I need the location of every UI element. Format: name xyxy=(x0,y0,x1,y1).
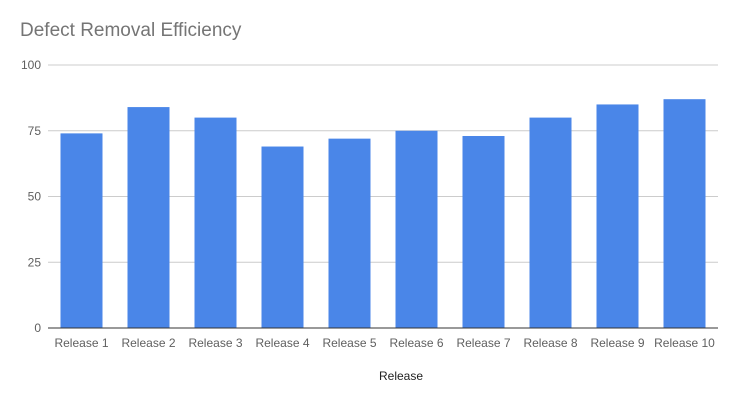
bar-5 xyxy=(328,138,371,328)
x-tick-label: Release 5 xyxy=(322,336,376,350)
bar-10 xyxy=(663,99,706,328)
x-tick-labels: Release 1 Release 2 Release 3 Release 4 Rele… xyxy=(54,336,715,350)
x-tick-label: Release 7 xyxy=(456,336,510,350)
y-tick-labels: 0 25 50 75 100 xyxy=(21,58,41,335)
x-tick-label: Release 2 xyxy=(121,336,175,350)
chart-title: Defect Removal Efficiency xyxy=(20,20,242,41)
x-tick-label: Release 8 xyxy=(523,336,577,350)
y-tick-label: 75 xyxy=(28,124,42,138)
bar-8 xyxy=(529,117,572,328)
bar-6 xyxy=(395,130,438,328)
y-tick-label: 0 xyxy=(34,321,41,335)
x-tick-label: Release 9 xyxy=(590,336,644,350)
y-tick-label: 50 xyxy=(28,190,42,204)
bar-2 xyxy=(127,107,170,328)
x-tick-label: Release 4 xyxy=(255,336,309,350)
x-tick-label: Release 6 xyxy=(389,336,443,350)
y-tick-label: 100 xyxy=(21,58,41,72)
x-tick-label: Release 3 xyxy=(188,336,242,350)
bar-1 xyxy=(60,133,103,328)
bar-3 xyxy=(194,117,237,328)
x-axis-title: Release xyxy=(379,369,423,383)
x-tick-label: Release 1 xyxy=(54,336,108,350)
bar-7 xyxy=(462,136,505,328)
bar-9 xyxy=(596,104,639,328)
x-tick-label: Release 10 xyxy=(654,336,715,350)
y-tick-label: 25 xyxy=(28,255,42,269)
bars xyxy=(60,99,706,328)
bar-4 xyxy=(261,146,304,328)
